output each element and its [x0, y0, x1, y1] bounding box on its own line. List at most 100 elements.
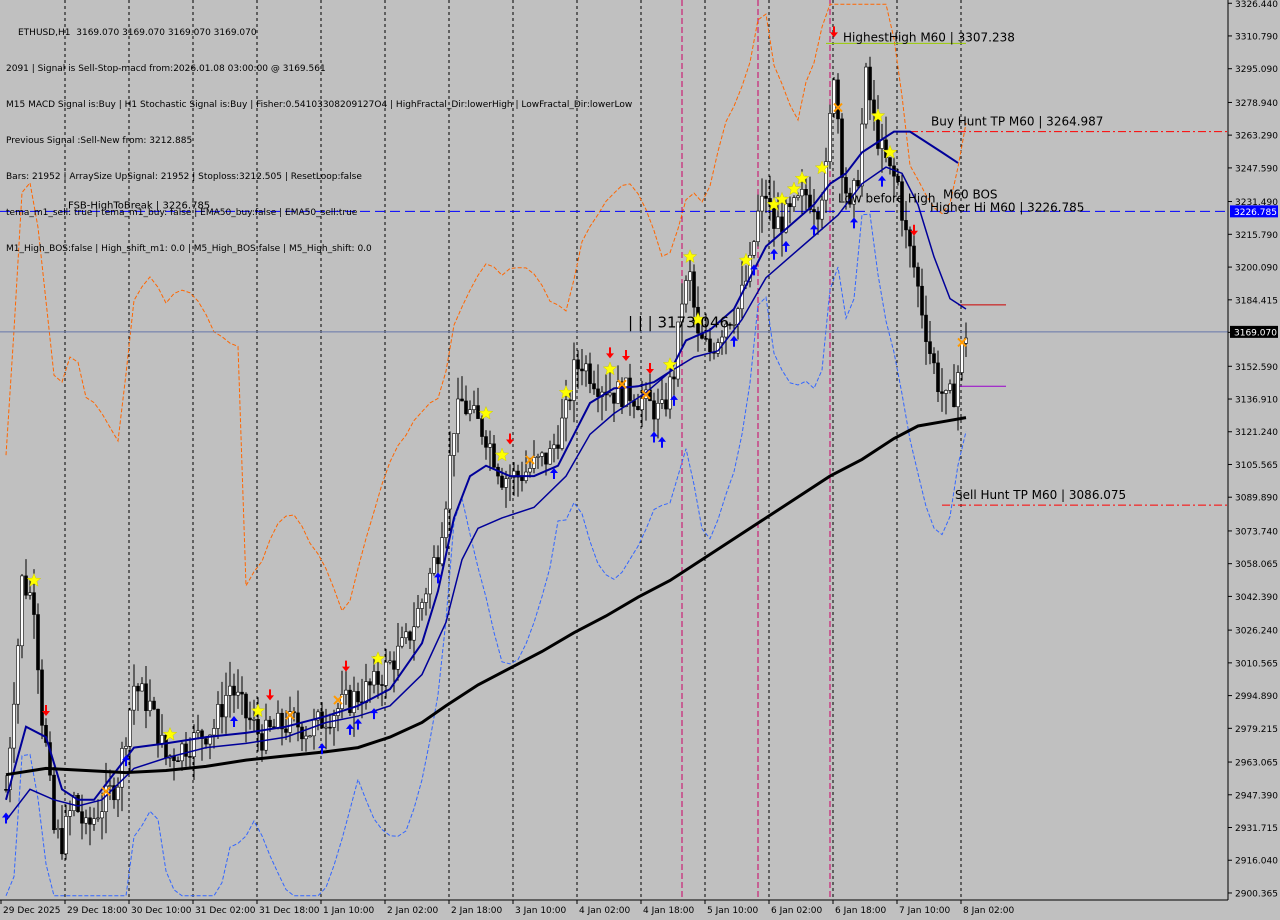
sell-arrow-icon: [622, 349, 630, 361]
candle-body: [180, 743, 184, 762]
time-tick-label: 6 Jan 18:00: [835, 906, 887, 916]
candle-body: [664, 399, 668, 410]
candle-body: [924, 314, 928, 342]
candle-body: [508, 476, 512, 479]
candle-body: [88, 817, 92, 825]
buy-arrow-icon: [650, 431, 658, 443]
candle-body: [220, 704, 224, 718]
signal-star-icon: [662, 357, 678, 371]
price-tick-label: 3121.240: [1235, 428, 1278, 438]
buy-arrow-icon: [658, 436, 666, 448]
candle-body: [432, 557, 436, 574]
buy-arrow-icon: [878, 175, 886, 187]
time-grid: [64, 0, 962, 900]
time-tick-label: 29 Dec 2025: [3, 906, 61, 916]
candle-body: [616, 381, 620, 404]
candle-body: [680, 303, 684, 323]
candle-body: [176, 760, 180, 762]
candle-body: [320, 711, 324, 729]
candle-body: [796, 195, 800, 198]
candle-body: [60, 828, 64, 855]
candle-body: [824, 161, 828, 201]
signal-star-icon: [690, 311, 706, 326]
candle-body: [424, 593, 428, 603]
exit-cross-icon: [333, 695, 343, 705]
candle-body: [620, 381, 624, 407]
candle-body: [284, 728, 288, 733]
candle-body: [92, 818, 96, 825]
candle-body: [120, 748, 124, 788]
candle-body: [52, 774, 56, 831]
price-tick-label: 3247.590: [1235, 164, 1278, 174]
candle-body: [416, 608, 420, 628]
candle-body: [296, 712, 300, 728]
envelope-bands: [5, 3, 967, 897]
candle-body: [280, 712, 284, 730]
candle-body: [396, 645, 400, 670]
candle-body: [196, 730, 200, 734]
candle-body: [356, 691, 360, 703]
candle-body: [660, 399, 664, 404]
candle-body: [36, 614, 40, 671]
candle-body: [72, 795, 76, 811]
candle-body: [844, 177, 848, 194]
candle-body: [912, 245, 916, 268]
candle-body: [736, 308, 740, 325]
candle-body: [208, 734, 212, 745]
candle-body: [872, 99, 876, 114]
candle-body: [820, 199, 824, 220]
signal-star-icon: [870, 108, 886, 123]
candle-body: [400, 637, 404, 647]
candle-body: [568, 399, 572, 402]
exit-cross-icon: [525, 455, 535, 465]
signal-star-icon: [774, 191, 790, 206]
signal-star-icon: [602, 361, 618, 376]
time-tick-label: 5 Jan 10:00: [707, 906, 759, 916]
symbol-line: ETHUSD,H1 3169.070 3169.070 3169.070 316…: [18, 28, 257, 38]
candle-body: [724, 323, 728, 338]
buy-arrow-icon: [434, 572, 442, 584]
candle-body: [692, 271, 696, 308]
lower-envelope-line: [5, 213, 967, 897]
sell-arrow-icon: [646, 363, 654, 375]
candle-body: [536, 456, 540, 458]
candle-body: [76, 795, 80, 812]
price-tick-label: 2900.365: [1235, 889, 1278, 899]
low-before-high-label: Low before High: [838, 192, 935, 206]
candle-body: [584, 363, 588, 372]
candle-body: [656, 402, 660, 420]
signal-star-icon: [814, 160, 830, 175]
candle-body: [308, 735, 312, 738]
candle-body: [572, 359, 576, 401]
candle-body: [392, 660, 396, 670]
buy-hunt-tp-label: Buy Hunt TP M60 | 3264.987: [931, 115, 1103, 129]
price-tick-label: 2947.390: [1235, 791, 1278, 801]
candle-body: [588, 363, 592, 384]
candle-body: [688, 271, 692, 281]
candle-body: [408, 631, 412, 641]
buy-arrow-icon: [122, 755, 130, 767]
candle-body: [784, 203, 788, 233]
candle-body: [140, 683, 144, 692]
candle-body: [188, 756, 192, 758]
candle-body: [916, 266, 920, 287]
candle-body: [16, 645, 20, 705]
time-tick-label: 2 Jan 18:00: [451, 906, 503, 916]
level-labels: FSB-HighToBreak | 3226.785 Buy Hunt TP M6…: [68, 30, 1126, 502]
info-line-tema: tema_m1_sell: true | tema_m1_buy: false …: [6, 208, 358, 218]
candle-body: [836, 79, 840, 120]
candle-body: [240, 691, 244, 695]
candle-body: [116, 786, 120, 801]
buy-arrow-icon: [810, 224, 818, 236]
candle-body: [192, 732, 196, 758]
candle-body: [352, 691, 356, 713]
candle-body: [48, 742, 52, 776]
bos-label: M60 BOS: [943, 188, 998, 202]
buy-arrow-icon: [354, 718, 362, 730]
candle-body: [32, 592, 36, 615]
candle-body: [448, 455, 452, 510]
info-line-previous: Previous Signal :Sell-New from: 3212.885: [6, 136, 193, 146]
candle-body: [708, 338, 712, 353]
